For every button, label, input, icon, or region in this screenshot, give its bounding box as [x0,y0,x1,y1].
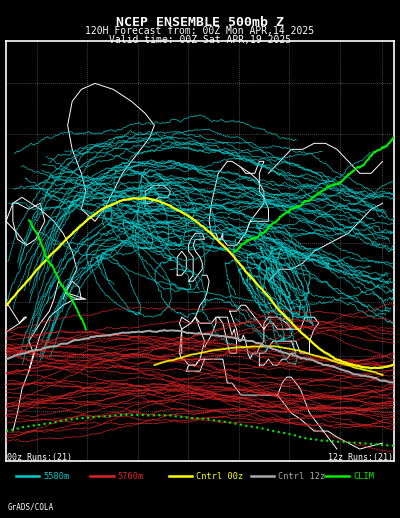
Text: NCEP ENSEMBLE 500mb Z: NCEP ENSEMBLE 500mb Z [116,16,284,28]
Text: Cntrl 00z: Cntrl 00z [196,472,243,481]
Text: 5580m: 5580m [43,472,70,481]
Text: Valid time: 00Z Sat APR,19 2025: Valid time: 00Z Sat APR,19 2025 [109,35,291,45]
Text: 120H Forecast from: 00Z Mon APR,14 2025: 120H Forecast from: 00Z Mon APR,14 2025 [86,26,314,36]
Text: 5760m: 5760m [118,472,144,481]
Text: Cntrl 12z: Cntrl 12z [278,472,326,481]
Text: GrADS/COLA: GrADS/COLA [7,503,54,512]
Text: 00z Runs:(21): 00z Runs:(21) [7,453,72,462]
Text: CLIM: CLIM [353,472,374,481]
Text: 12z Runs:(21): 12z Runs:(21) [328,453,393,462]
